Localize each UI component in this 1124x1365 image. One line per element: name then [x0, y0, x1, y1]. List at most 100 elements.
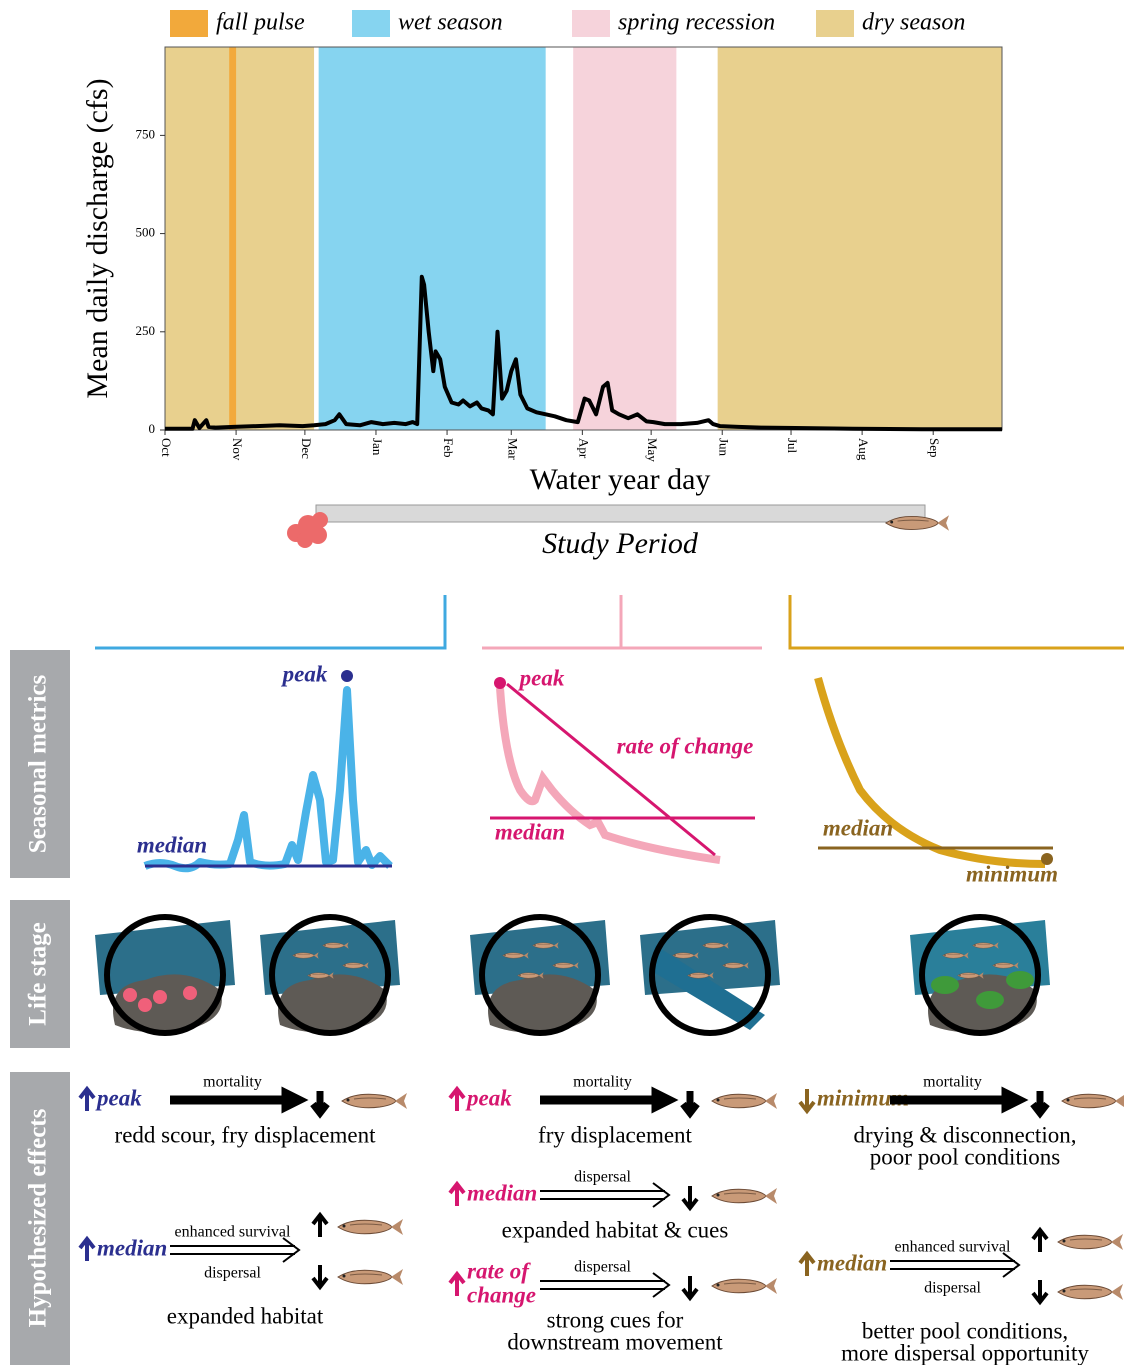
outcome: more dispersal opportunity [841, 1340, 1089, 1365]
legend-label: wet season [398, 10, 503, 36]
y-tick-label: 250 [136, 323, 156, 338]
outcome: drying & disconnection, [854, 1122, 1077, 1147]
process-arrow [170, 1237, 301, 1263]
algae [976, 991, 1004, 1009]
bracket [788, 595, 1124, 650]
process-arrow [540, 1182, 671, 1208]
effect-metric: median [467, 1180, 537, 1205]
direction-arrow [681, 1276, 699, 1302]
effect-metric: peak [465, 1085, 512, 1110]
outcome: expanded habitat [167, 1303, 324, 1328]
direction-arrow [798, 1250, 816, 1276]
legend-label: dry season [862, 10, 965, 36]
direction-arrow [448, 1085, 466, 1111]
metric-label: median [137, 832, 207, 857]
water [95, 920, 235, 995]
egg [153, 990, 167, 1004]
metric-label: peak [518, 665, 565, 690]
x-tick-label: Apr [576, 438, 591, 459]
x-axis-label: Water year day [530, 463, 711, 496]
process-label: mortality [203, 1074, 262, 1091]
direction-arrow [680, 1091, 700, 1119]
outcome: downstream movement [507, 1329, 723, 1354]
x-tick-label: Oct [159, 438, 174, 457]
row-label: Life stage [25, 922, 52, 1025]
direction-arrow [448, 1180, 466, 1206]
dry-sketch [814, 676, 1046, 868]
x-tick-label: Jan [370, 438, 385, 456]
x-tick-label: Sep [927, 438, 942, 458]
direction-arrow [448, 1270, 466, 1296]
egg [123, 988, 137, 1002]
hydrograph: fall pulse wet season spring recession dry … [81, 10, 1003, 496]
direction-arrow [1031, 1226, 1049, 1252]
y-tick-label: 0 [149, 421, 156, 436]
process-label: dispersal [574, 1169, 631, 1186]
y-tick-label: 750 [136, 126, 156, 141]
season-band [229, 47, 237, 430]
lens [919, 914, 1041, 1036]
direction-arrow [798, 1089, 816, 1115]
water [470, 920, 610, 995]
lens [479, 914, 601, 1036]
x-tick-label: Aug [856, 438, 871, 461]
effect-metric: change [467, 1282, 536, 1307]
fish-icon [337, 1268, 404, 1286]
row-label: Seasonal metrics [25, 675, 52, 854]
bracket [482, 595, 762, 650]
legend-swatch [170, 10, 208, 37]
fish-icon [1057, 1283, 1124, 1301]
effect-metric: peak [95, 1085, 142, 1110]
water [260, 920, 400, 995]
process-label: dispersal [924, 1280, 981, 1297]
metric-label: median [823, 815, 893, 840]
process-label: mortality [573, 1074, 632, 1091]
direction-arrow [310, 1091, 330, 1119]
outcome: poor pool conditions [870, 1144, 1060, 1169]
eggs-icon [287, 512, 328, 548]
legend-swatch [352, 10, 390, 37]
fish-icon [341, 1092, 408, 1110]
outcome: fry displacement [538, 1122, 693, 1147]
process-arrow [540, 1272, 671, 1298]
discharge-line [165, 274, 1002, 432]
metric-label: minimum [966, 861, 1058, 886]
egg [138, 998, 152, 1012]
rocks [278, 974, 387, 1033]
outcome: better pool conditions, [862, 1318, 1068, 1343]
channel [650, 945, 765, 1030]
row-label-box [10, 1072, 70, 1365]
lens [104, 914, 226, 1036]
process-label: enhanced survival [895, 1239, 1012, 1256]
x-tick-label: Nov [230, 438, 245, 461]
rate-line [506, 682, 716, 857]
direction-arrow [1030, 1091, 1050, 1119]
rocks [488, 974, 597, 1033]
direction-arrow [681, 1186, 699, 1212]
metric-label: peak [281, 661, 328, 686]
row-label-box [10, 650, 70, 878]
fish-icon [337, 1218, 404, 1236]
egg [183, 986, 197, 1000]
effect-metric: median [817, 1250, 887, 1275]
direction-arrow [1031, 1280, 1049, 1306]
x-tick-label: May [645, 438, 660, 462]
y-tick-label: 500 [136, 225, 156, 240]
fish-icon [711, 1277, 778, 1295]
process-label: dispersal [574, 1259, 631, 1276]
peak-dot [494, 677, 506, 689]
y-axis-label: Mean daily discharge (cfs) [81, 78, 114, 398]
direction-arrow [311, 1211, 329, 1237]
outcome: strong cues for [547, 1307, 684, 1332]
lens [649, 914, 771, 1036]
fish-icon [711, 1092, 778, 1110]
x-tick-label: Dec [299, 438, 314, 459]
direction-arrow [311, 1265, 329, 1291]
fish-icon [1061, 1092, 1124, 1110]
legend-swatch [572, 10, 610, 37]
season-band [165, 47, 315, 430]
plot-frame [164, 46, 1003, 431]
x-tick-label: Feb [441, 438, 456, 458]
algae [931, 976, 959, 994]
